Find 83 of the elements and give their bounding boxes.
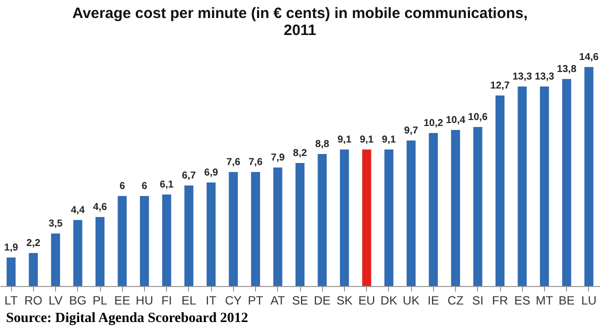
x-tick-label: FR (492, 294, 508, 308)
bar (451, 130, 460, 286)
x-tick-label: ES (514, 294, 530, 308)
x-tick-label: AT (270, 294, 286, 308)
bar (251, 172, 260, 286)
data-label: 1,9 (4, 242, 18, 254)
x-tick-label: LT (4, 294, 18, 308)
bar (340, 150, 349, 286)
x-tick-label: CZ (448, 294, 464, 308)
x-tick-label: SI (472, 294, 484, 308)
data-label: 7,6 (226, 157, 241, 168)
x-tick-label: IT (206, 294, 218, 308)
bar (496, 96, 504, 286)
bar (296, 163, 304, 286)
x-tick-label: LU (581, 294, 597, 308)
data-label: 6 (142, 181, 148, 192)
data-label: 9,7 (404, 126, 418, 136)
data-label: 9,1 (360, 134, 374, 146)
bar (28, 253, 38, 286)
x-tick-label: MT (536, 294, 554, 308)
data-label: 6,7 (182, 170, 196, 182)
x-tick-label: UK (402, 294, 420, 308)
bar (406, 140, 416, 286)
bar (562, 79, 572, 286)
bar (140, 196, 149, 286)
bar (473, 127, 482, 286)
x-tick-label: DE (314, 294, 331, 308)
bar (318, 154, 327, 286)
bar (384, 150, 394, 286)
x-tick-label: CY (224, 294, 242, 308)
bar (73, 220, 82, 286)
data-label: 10,2 (424, 118, 444, 129)
data-label: 6,1 (160, 180, 174, 190)
chart-title: Average cost per minute (in € cents) in mobile communications, 2011 (72, 5, 528, 39)
x-tick-label: SK (336, 294, 352, 308)
bar (118, 196, 127, 286)
x-tick-label: IE (428, 294, 440, 308)
x-tick-label: BE (558, 294, 575, 308)
bar (51, 234, 60, 286)
data-label: 2,2 (26, 238, 41, 249)
data-label: 10,4 (446, 115, 466, 126)
bar (540, 86, 549, 286)
bar (584, 67, 594, 286)
data-label: 4,4 (70, 205, 86, 216)
x-tick-label: EL (182, 294, 197, 308)
data-label: 13,3 (512, 72, 532, 82)
source-note: Source: Digital Agenda Scoreboard 2012 (6, 310, 250, 328)
bar (518, 86, 527, 286)
data-label: 9,1 (382, 134, 396, 146)
data-label: 7,6 (248, 157, 263, 168)
data-label: 12,7 (490, 80, 510, 92)
bar (428, 133, 438, 286)
bar (162, 194, 172, 286)
x-tick-label: HU (136, 294, 154, 308)
bar (228, 172, 238, 286)
data-label: 13,3 (534, 72, 555, 82)
data-label: 3,5 (48, 218, 63, 230)
x-tick-label: FI (161, 294, 172, 308)
data-label: 14,6 (579, 52, 600, 63)
bar (6, 258, 16, 286)
bar (184, 186, 194, 286)
x-tick-label: RO (24, 294, 42, 308)
bar (206, 182, 216, 286)
x-tick-label: PT (248, 294, 264, 308)
bar (362, 150, 372, 286)
data-label: 8,8 (315, 139, 330, 150)
data-label: 7,9 (270, 152, 286, 164)
data-label: 10,6 (468, 112, 488, 123)
x-tick-label: PL (92, 294, 108, 308)
x-tick-label: EE (114, 294, 130, 308)
data-label: 6,9 (204, 168, 218, 178)
data-label: 13,8 (556, 64, 577, 75)
x-tick-label: EU (358, 294, 376, 308)
x-tick-label: DK (380, 294, 398, 308)
data-label: 6 (119, 181, 126, 192)
data-label: 4,6 (93, 202, 108, 213)
x-tick-label: LV (48, 294, 62, 308)
data-label: 9,1 (337, 134, 352, 146)
bar (273, 168, 282, 286)
x-tick-label: SE (292, 294, 308, 308)
x-tick-label: BG (69, 294, 86, 308)
bar (96, 217, 104, 286)
data-label: 8,2 (293, 148, 308, 159)
